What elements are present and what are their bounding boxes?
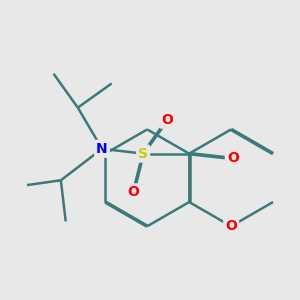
Text: O: O <box>128 185 140 200</box>
Text: O: O <box>225 219 237 233</box>
Text: O: O <box>227 152 239 166</box>
Text: O: O <box>161 113 173 127</box>
Text: N: N <box>96 142 108 156</box>
Text: S: S <box>138 147 148 160</box>
